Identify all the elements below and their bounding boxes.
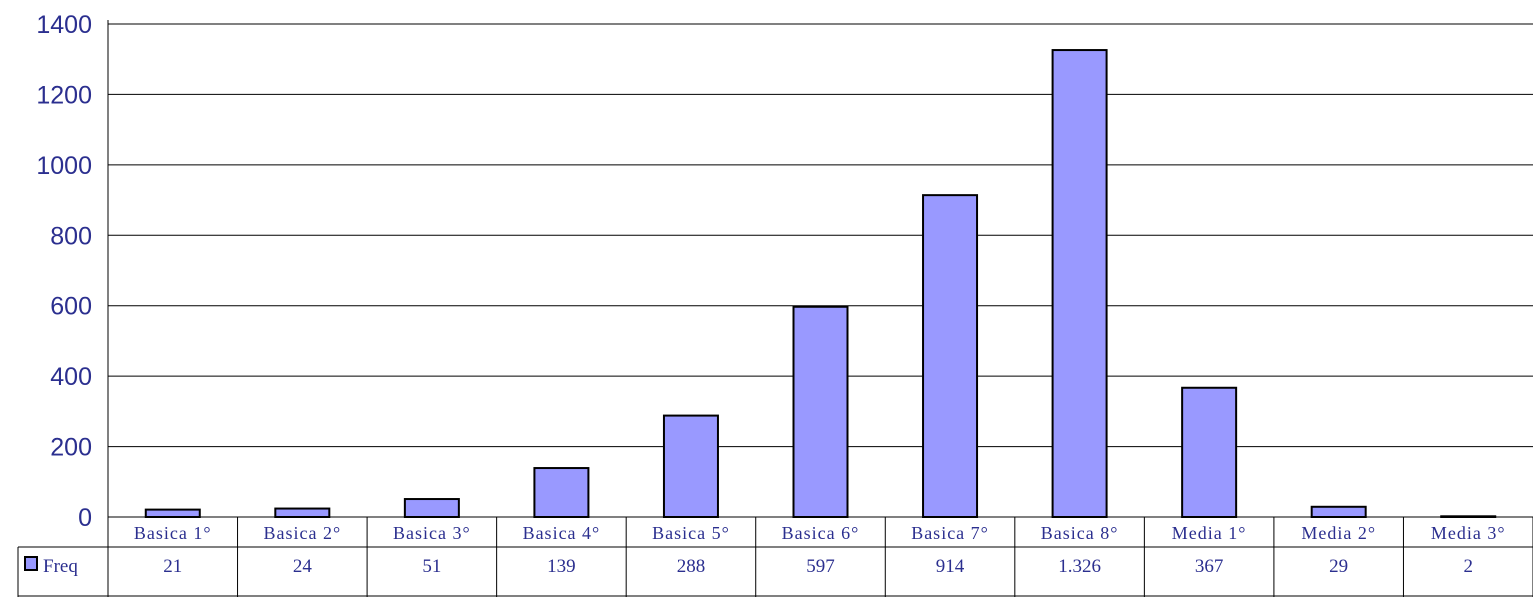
bar — [144, 508, 201, 519]
data-label: 914 — [936, 556, 965, 577]
x-tick-label: Basica 3° — [393, 523, 471, 543]
x-tick-label: Media 1° — [1172, 523, 1247, 543]
data-label: 1.326 — [1058, 556, 1101, 577]
bar — [922, 194, 979, 519]
x-tick-label: Basica 7° — [911, 523, 989, 543]
data-label: 24 — [293, 556, 313, 577]
bar — [1181, 386, 1238, 519]
bar — [662, 414, 719, 518]
data-label: 29 — [1329, 556, 1348, 577]
y-tick-label: 1400 — [36, 11, 92, 39]
y-tick-label: 200 — [50, 434, 92, 462]
x-tick-label: Basica 8° — [1041, 523, 1119, 543]
x-tick-label: Basica 2° — [263, 523, 341, 543]
data-label: 2 — [1463, 556, 1473, 577]
y-tick-label: 600 — [50, 293, 92, 321]
bar — [403, 498, 460, 518]
x-tick-label: Basica 5° — [652, 523, 730, 543]
bar — [274, 507, 331, 519]
bar — [792, 305, 849, 518]
y-tick-label: 400 — [50, 363, 92, 391]
bar — [533, 467, 590, 519]
data-label: 51 — [422, 556, 441, 577]
x-tick-label: Basica 1° — [134, 523, 212, 543]
x-tick-label: Media 2° — [1301, 523, 1376, 543]
x-tick-label: Basica 4° — [523, 523, 601, 543]
data-label: 139 — [547, 556, 576, 577]
y-tick-label: 1000 — [36, 152, 92, 180]
y-tick-label: 0 — [78, 504, 92, 532]
bar — [1051, 49, 1108, 519]
data-label: 597 — [806, 556, 835, 577]
x-tick-label: Media 3° — [1431, 523, 1506, 543]
legend-swatch — [24, 556, 38, 571]
legend-label: Freq — [43, 556, 78, 577]
bar — [1310, 505, 1367, 519]
y-tick-label: 1200 — [36, 81, 92, 109]
data-label: 288 — [677, 556, 706, 577]
x-tick-label: Basica 6° — [782, 523, 860, 543]
data-label: 21 — [163, 556, 182, 577]
y-tick-label: 800 — [50, 222, 92, 250]
data-label: 367 — [1195, 556, 1224, 577]
